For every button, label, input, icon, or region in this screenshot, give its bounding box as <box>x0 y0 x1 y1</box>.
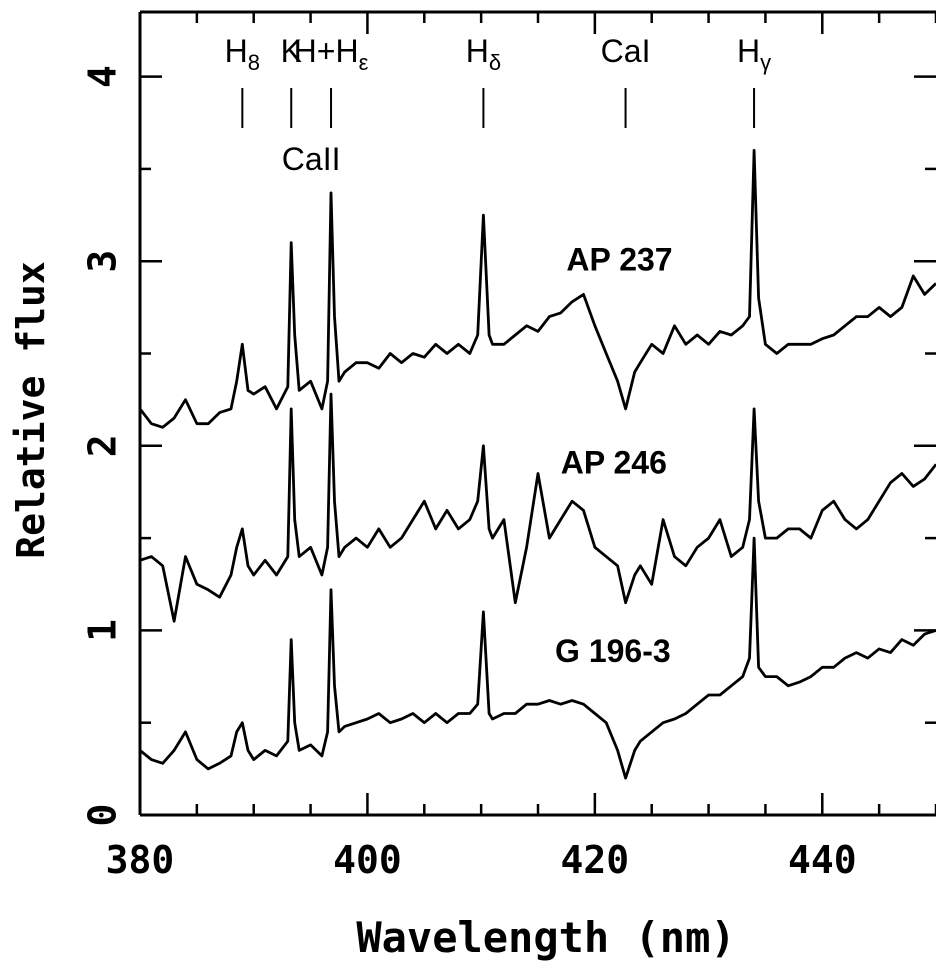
y-tick-label: 2 <box>81 434 125 457</box>
axis-tick-labels: 380 400 420 440 0 1 2 3 4 <box>81 65 857 882</box>
axis-ticks <box>138 12 936 817</box>
series-name-label: AP 237 <box>566 241 672 277</box>
y-tick-label: 0 <box>81 804 125 827</box>
caii-group-label: CaII <box>282 141 341 177</box>
series-line-1 <box>139 392 936 623</box>
line-marker-label: H+Hε <box>294 33 369 75</box>
x-tick-label: 400 <box>333 838 402 882</box>
series-name-label: G 196-3 <box>555 633 671 669</box>
line-marker-label: Hγ <box>737 33 771 75</box>
spectrum-series <box>138 149 936 780</box>
series-labels: AP 237 AP 246 G 196-3 <box>555 241 673 668</box>
series-line-0 <box>138 149 936 429</box>
y-axis-title: Relative flux <box>9 261 53 558</box>
x-tick-label: 440 <box>788 838 857 882</box>
line-marker-label: K <box>281 33 302 69</box>
line-marker-label: Hδ <box>466 33 501 75</box>
x-tick-label: 380 <box>106 838 175 882</box>
plot-area: 380 400 420 440 0 1 2 3 4 H8 KH+Hε Hδ CaI Hγ CaII AP … <box>81 10 936 882</box>
line-marker-label: H8 <box>225 33 260 75</box>
x-tick-label: 420 <box>561 838 630 882</box>
series-line-2 <box>139 536 936 780</box>
line-marker-label: CaI <box>601 33 651 69</box>
x-axis-title: Wavelength (nm) <box>356 913 735 962</box>
spectral-line-markers: H8 KH+Hε Hδ CaI Hγ CaII <box>225 33 771 177</box>
y-tick-label: 1 <box>81 619 125 642</box>
y-tick-label: 3 <box>81 250 125 273</box>
y-tick-label: 4 <box>81 65 125 88</box>
series-name-label: AP 246 <box>561 444 667 480</box>
